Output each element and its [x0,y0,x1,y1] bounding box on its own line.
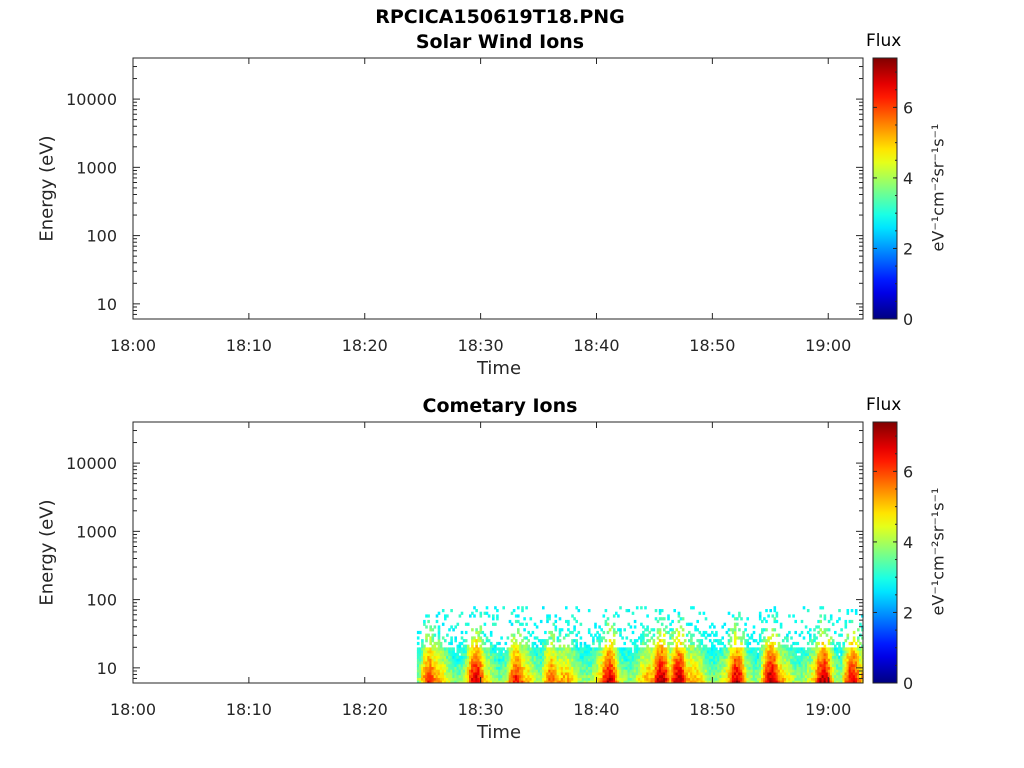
panel-2-xlabel: Time [476,722,522,743]
panel-2-colorbar [872,421,898,684]
panel-2-axes-frame [132,421,864,684]
panel-2-colorbar-title: Flux [866,395,902,415]
x-tick-label: 18:40 [573,336,619,355]
x-tick-label: 18:00 [110,336,156,355]
panel-1-ylabel: Energy (eV) [36,135,58,242]
x-tick-label: 18:40 [573,700,619,719]
colorbar-tick-label: 4 [903,533,913,552]
panel-1-xlabel: Time [476,358,522,379]
panel-2-spectrogram [416,606,864,684]
panel-1-colorbar-label: eV⁻¹cm⁻²sr⁻¹s⁻¹ [928,123,948,252]
y-tick-label: 1000 [76,158,117,177]
y-tick-label: 10 [97,659,117,678]
y-tick-label: 10000 [66,454,117,473]
panel-1-title: Solar Wind Ions [415,31,585,53]
y-tick-label: 100 [86,591,117,610]
x-tick-label: 18:30 [458,700,504,719]
colorbar-tick-label: 0 [903,310,913,329]
y-tick-label: 100 [86,227,117,246]
x-tick-label: 18:10 [226,336,272,355]
x-tick-label: 18:20 [342,336,388,355]
x-tick-label: 18:20 [342,700,388,719]
x-tick-label: 19:00 [805,700,851,719]
panel-1-colorbar [872,57,898,320]
x-tick-label: 19:00 [805,336,851,355]
x-tick-label: 18:50 [689,700,735,719]
x-tick-label: 18:10 [226,700,272,719]
x-tick-label: 18:00 [110,700,156,719]
colorbar-tick-label: 2 [903,603,913,622]
figure-title: RPCICA150619T18.PNG [375,6,625,28]
colorbar-tick-label: 4 [903,169,913,188]
y-tick-label: 10000 [66,90,117,109]
panel-2-ylabel: Energy (eV) [36,499,58,606]
y-tick-label: 10 [97,295,117,314]
panel-1-colorbar-title: Flux [866,31,902,51]
y-tick-label: 1000 [76,522,117,541]
x-tick-label: 18:30 [458,336,504,355]
colorbar-tick-label: 6 [903,462,913,481]
colorbar-tick-label: 2 [903,239,913,258]
colorbar-tick-label: 0 [903,674,913,693]
x-tick-label: 18:50 [689,336,735,355]
panel-2-title: Cometary Ions [422,395,578,417]
colorbar-tick-label: 6 [903,98,913,117]
panel-2-colorbar-label: eV⁻¹cm⁻²sr⁻¹s⁻¹ [928,487,948,616]
panel-1-axes-frame [132,57,864,320]
